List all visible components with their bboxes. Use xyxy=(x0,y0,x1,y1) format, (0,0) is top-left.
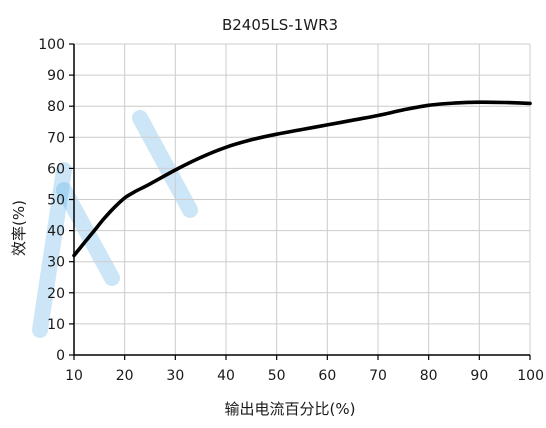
watermark-stroke-0 xyxy=(32,162,72,338)
y-tick-label: 50 xyxy=(47,193,65,209)
y-tick-label: 30 xyxy=(47,255,65,271)
y-tick-label: 40 xyxy=(47,224,65,240)
x-tick-label: 40 xyxy=(217,368,235,384)
x-tick-label: 70 xyxy=(369,368,387,384)
efficiency-series-line xyxy=(72,100,532,258)
y-tick-labels: 0 10 20 30 40 50 60 70 80 90 100 xyxy=(38,37,65,364)
series-layer xyxy=(72,100,532,258)
x-tick-label: 20 xyxy=(116,368,134,384)
grid-lines xyxy=(73,43,531,356)
y-tick-label: 20 xyxy=(47,286,65,302)
y-tick-label: 60 xyxy=(47,161,65,177)
watermark-stroke-1 xyxy=(56,182,120,286)
x-tick-label: 80 xyxy=(420,368,438,384)
y-axis-label: 效率(%) xyxy=(10,200,28,256)
y-tick-label: 10 xyxy=(47,317,65,333)
x-axis-label: 输出电流百分比(%) xyxy=(225,400,356,418)
x-tick-labels: 10 20 30 40 50 60 70 80 90 100 xyxy=(65,368,544,384)
y-tick-label: 0 xyxy=(56,348,65,364)
x-tick-label: 60 xyxy=(318,368,336,384)
y-tick-label: 100 xyxy=(38,37,65,53)
y-tick-label: 80 xyxy=(47,99,65,115)
x-tick-label: 50 xyxy=(268,368,286,384)
x-tick-label: 100 xyxy=(517,368,544,384)
x-tick-label: 10 xyxy=(65,368,83,384)
axes xyxy=(69,43,531,360)
watermark xyxy=(32,110,198,338)
chart-title: B2405LS-1WR3 xyxy=(222,16,338,34)
y-tick-label: 70 xyxy=(47,130,65,146)
x-tick-label: 30 xyxy=(166,368,184,384)
x-tick-label: 90 xyxy=(470,368,488,384)
watermark-stroke-2 xyxy=(132,110,198,218)
y-tick-label: 90 xyxy=(47,68,65,84)
